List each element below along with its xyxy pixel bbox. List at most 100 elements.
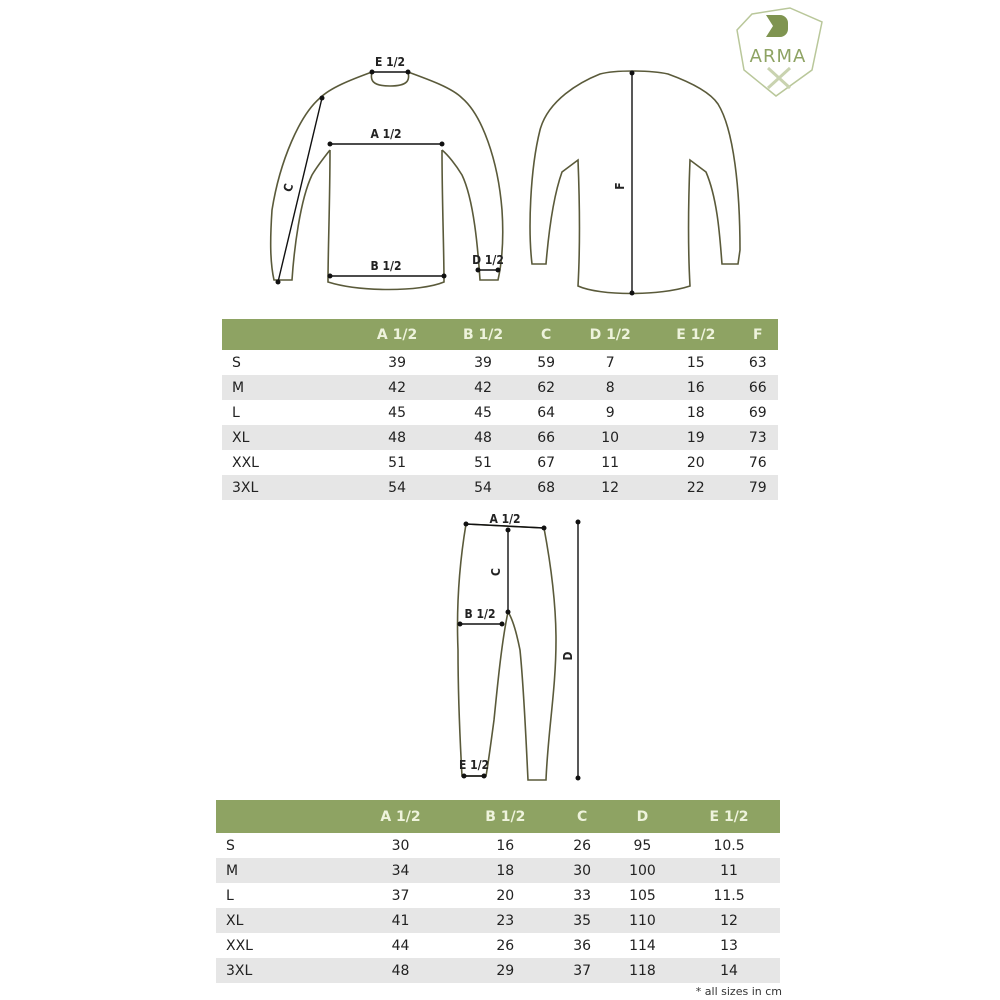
column-header: B 1/2 — [440, 319, 526, 350]
pants-label-e: E 1/2 — [459, 758, 489, 772]
value-cell: 67 — [537, 454, 556, 471]
column-header — [216, 800, 348, 833]
shirt-label-b: B 1/2 — [371, 259, 402, 273]
table-row: M 34 18 30 100 11 — [216, 858, 780, 883]
value-cell: 20 — [496, 887, 515, 904]
shirt-label-f: F — [613, 182, 627, 189]
value-cell: 37 — [391, 887, 410, 904]
arma-x-logo: ARMA — [736, 7, 823, 97]
value-cell: 19 — [654, 425, 738, 450]
value-cell: 45 — [474, 404, 492, 421]
value-cell: 44 — [391, 937, 410, 954]
size-cell: M — [222, 375, 354, 400]
column-header: E 1/2 — [678, 800, 780, 833]
shirt-back-outline — [529, 70, 741, 295]
value-cell: 12 — [678, 908, 780, 933]
value-cell: 16 — [654, 375, 738, 400]
value-cell: 73 — [737, 425, 778, 450]
column-header: D 1/2 — [566, 319, 655, 350]
column-header: A 1/2 — [354, 319, 441, 350]
value-cell: 10.5 — [713, 837, 745, 854]
value-cell: 54 — [354, 475, 441, 500]
shirt-label-d: D 1/2 — [472, 253, 504, 267]
value-cell: 62 — [525, 375, 567, 400]
value-cell: 11 — [601, 454, 620, 471]
value-cell: 63 — [748, 354, 767, 371]
pants-label-b: B 1/2 — [465, 607, 496, 621]
value-cell: 42 — [354, 375, 441, 400]
pants-label-c: C — [489, 568, 503, 576]
shirt-size-table: A 1/2 B 1/2 C D 1/2 E 1/2 F S 39 39 59 7 15 63 M 42 42… — [222, 319, 778, 500]
size-cell: XXL — [232, 454, 259, 471]
value-cell: 7 — [605, 354, 615, 371]
size-cell: XL — [216, 908, 348, 933]
table-row: L 45 45 64 9 18 69 — [222, 400, 778, 425]
value-cell: 39 — [474, 354, 492, 371]
value-cell: 41 — [348, 908, 453, 933]
value-cell: 54 — [440, 475, 526, 500]
value-cell: 100 — [606, 858, 679, 883]
column-header: E 1/2 — [654, 319, 738, 350]
value-cell: 10 — [566, 425, 655, 450]
column-header: C — [557, 800, 607, 833]
value-cell: 105 — [629, 887, 656, 904]
column-header: C — [525, 319, 567, 350]
value-cell: 14 — [678, 958, 780, 983]
value-cell: 51 — [388, 454, 406, 471]
value-cell: 42 — [440, 375, 526, 400]
table-row: M 42 42 62 8 16 66 — [222, 375, 778, 400]
value-cell: 110 — [606, 908, 679, 933]
footnote: * all sizes in cm — [695, 985, 782, 998]
value-cell: 18 — [453, 858, 558, 883]
value-cell: 95 — [633, 837, 652, 854]
value-cell: 118 — [606, 958, 679, 983]
column-header: D — [606, 800, 679, 833]
size-cell: M — [216, 858, 348, 883]
size-cell: 3XL — [216, 958, 348, 983]
value-cell: 29 — [453, 958, 558, 983]
column-header: A 1/2 — [348, 800, 453, 833]
value-cell: 48 — [440, 425, 526, 450]
shirt-front-measure-lines — [275, 69, 501, 285]
value-cell: 51 — [474, 454, 492, 471]
value-cell: 8 — [566, 375, 655, 400]
logo-text: ARMA — [750, 46, 807, 67]
value-cell: 59 — [537, 354, 556, 371]
value-cell: 23 — [453, 908, 558, 933]
size-cell: L — [226, 887, 234, 904]
shirt-back-measure-line — [629, 70, 635, 296]
value-cell: 35 — [557, 908, 607, 933]
pants-size-table: A 1/2 B 1/2 C D E 1/2 S 30 16 26 95 10.5 M 34 18 30 10… — [216, 800, 780, 983]
table-row: 3XL 54 54 68 12 22 79 — [222, 475, 778, 500]
table-row: XXL 51 51 67 11 20 76 — [222, 450, 778, 475]
value-cell: 11.5 — [713, 887, 745, 904]
size-cell: XXL — [226, 937, 253, 954]
value-cell: 26 — [573, 837, 592, 854]
table-header-row: A 1/2 B 1/2 C D 1/2 E 1/2 F — [222, 319, 778, 350]
value-cell: 34 — [348, 858, 453, 883]
value-cell: 69 — [748, 404, 767, 421]
value-cell: 16 — [496, 837, 515, 854]
table-row: L 37 20 33 105 11.5 — [216, 883, 780, 908]
table-row: 3XL 48 29 37 118 14 — [216, 958, 780, 983]
value-cell: 64 — [537, 404, 556, 421]
table-header-row: A 1/2 B 1/2 C D E 1/2 — [216, 800, 780, 833]
size-cell: XL — [222, 425, 354, 450]
column-header: B 1/2 — [453, 800, 558, 833]
value-cell: 26 — [496, 937, 515, 954]
size-cell: L — [232, 404, 240, 421]
value-cell: 30 — [557, 858, 607, 883]
value-cell: 48 — [354, 425, 441, 450]
value-cell: 66 — [737, 375, 778, 400]
table-row: XXL 44 26 36 114 13 — [216, 933, 780, 958]
value-cell: 48 — [348, 958, 453, 983]
pants-label-d: D — [561, 651, 575, 660]
value-cell: 12 — [566, 475, 655, 500]
value-cell: 37 — [557, 958, 607, 983]
value-cell: 33 — [573, 887, 592, 904]
value-cell: 66 — [525, 425, 567, 450]
value-cell: 9 — [605, 404, 615, 421]
value-cell: 15 — [686, 354, 705, 371]
table-row: XL 48 48 66 10 19 73 — [222, 425, 778, 450]
pants-measure-lines — [457, 519, 581, 781]
